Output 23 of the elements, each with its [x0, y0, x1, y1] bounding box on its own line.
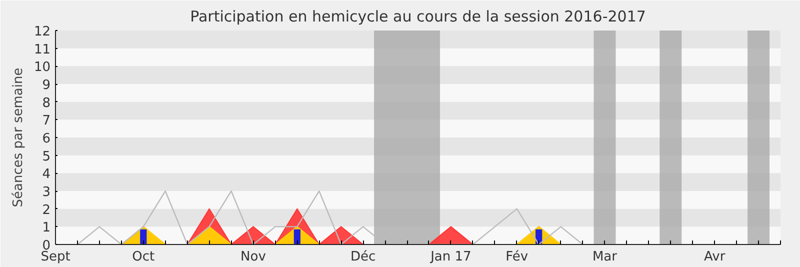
- line-series: [76, 190, 584, 244]
- x-tick-label: Sept: [40, 250, 70, 264]
- x-tick-label: Jan 17: [430, 250, 472, 264]
- y-tick-label: 3: [42, 185, 51, 200]
- y-tick-label: 2: [42, 202, 51, 218]
- y-tick-label: 4: [42, 167, 51, 182]
- y-tick-label: 7: [42, 114, 51, 129]
- y-tick-label: 12: [34, 24, 51, 40]
- y-tick-label: 11: [34, 42, 51, 58]
- y-tick-label: 10: [34, 60, 51, 76]
- chart-title: Participation en hemicycle au cours de la session 2016-2017: [190, 8, 646, 26]
- y-tick-label: 9: [42, 78, 51, 93]
- y-axis-title: Séances par semaine: [10, 68, 26, 208]
- x-tick-label: Fév: [506, 250, 528, 264]
- x-tick-label: Oct: [132, 250, 155, 264]
- x-tick-label: Déc: [350, 250, 376, 264]
- y-tick-label: 1: [42, 220, 51, 236]
- x-tick-label: Avr: [704, 250, 726, 264]
- x-tick-label: Mar: [592, 250, 618, 264]
- y-tick-label: 5: [42, 149, 51, 164]
- y-tick-label: 8: [42, 96, 51, 111]
- y-tick-label: 6: [42, 132, 51, 146]
- x-tick-label: Nov: [240, 250, 266, 264]
